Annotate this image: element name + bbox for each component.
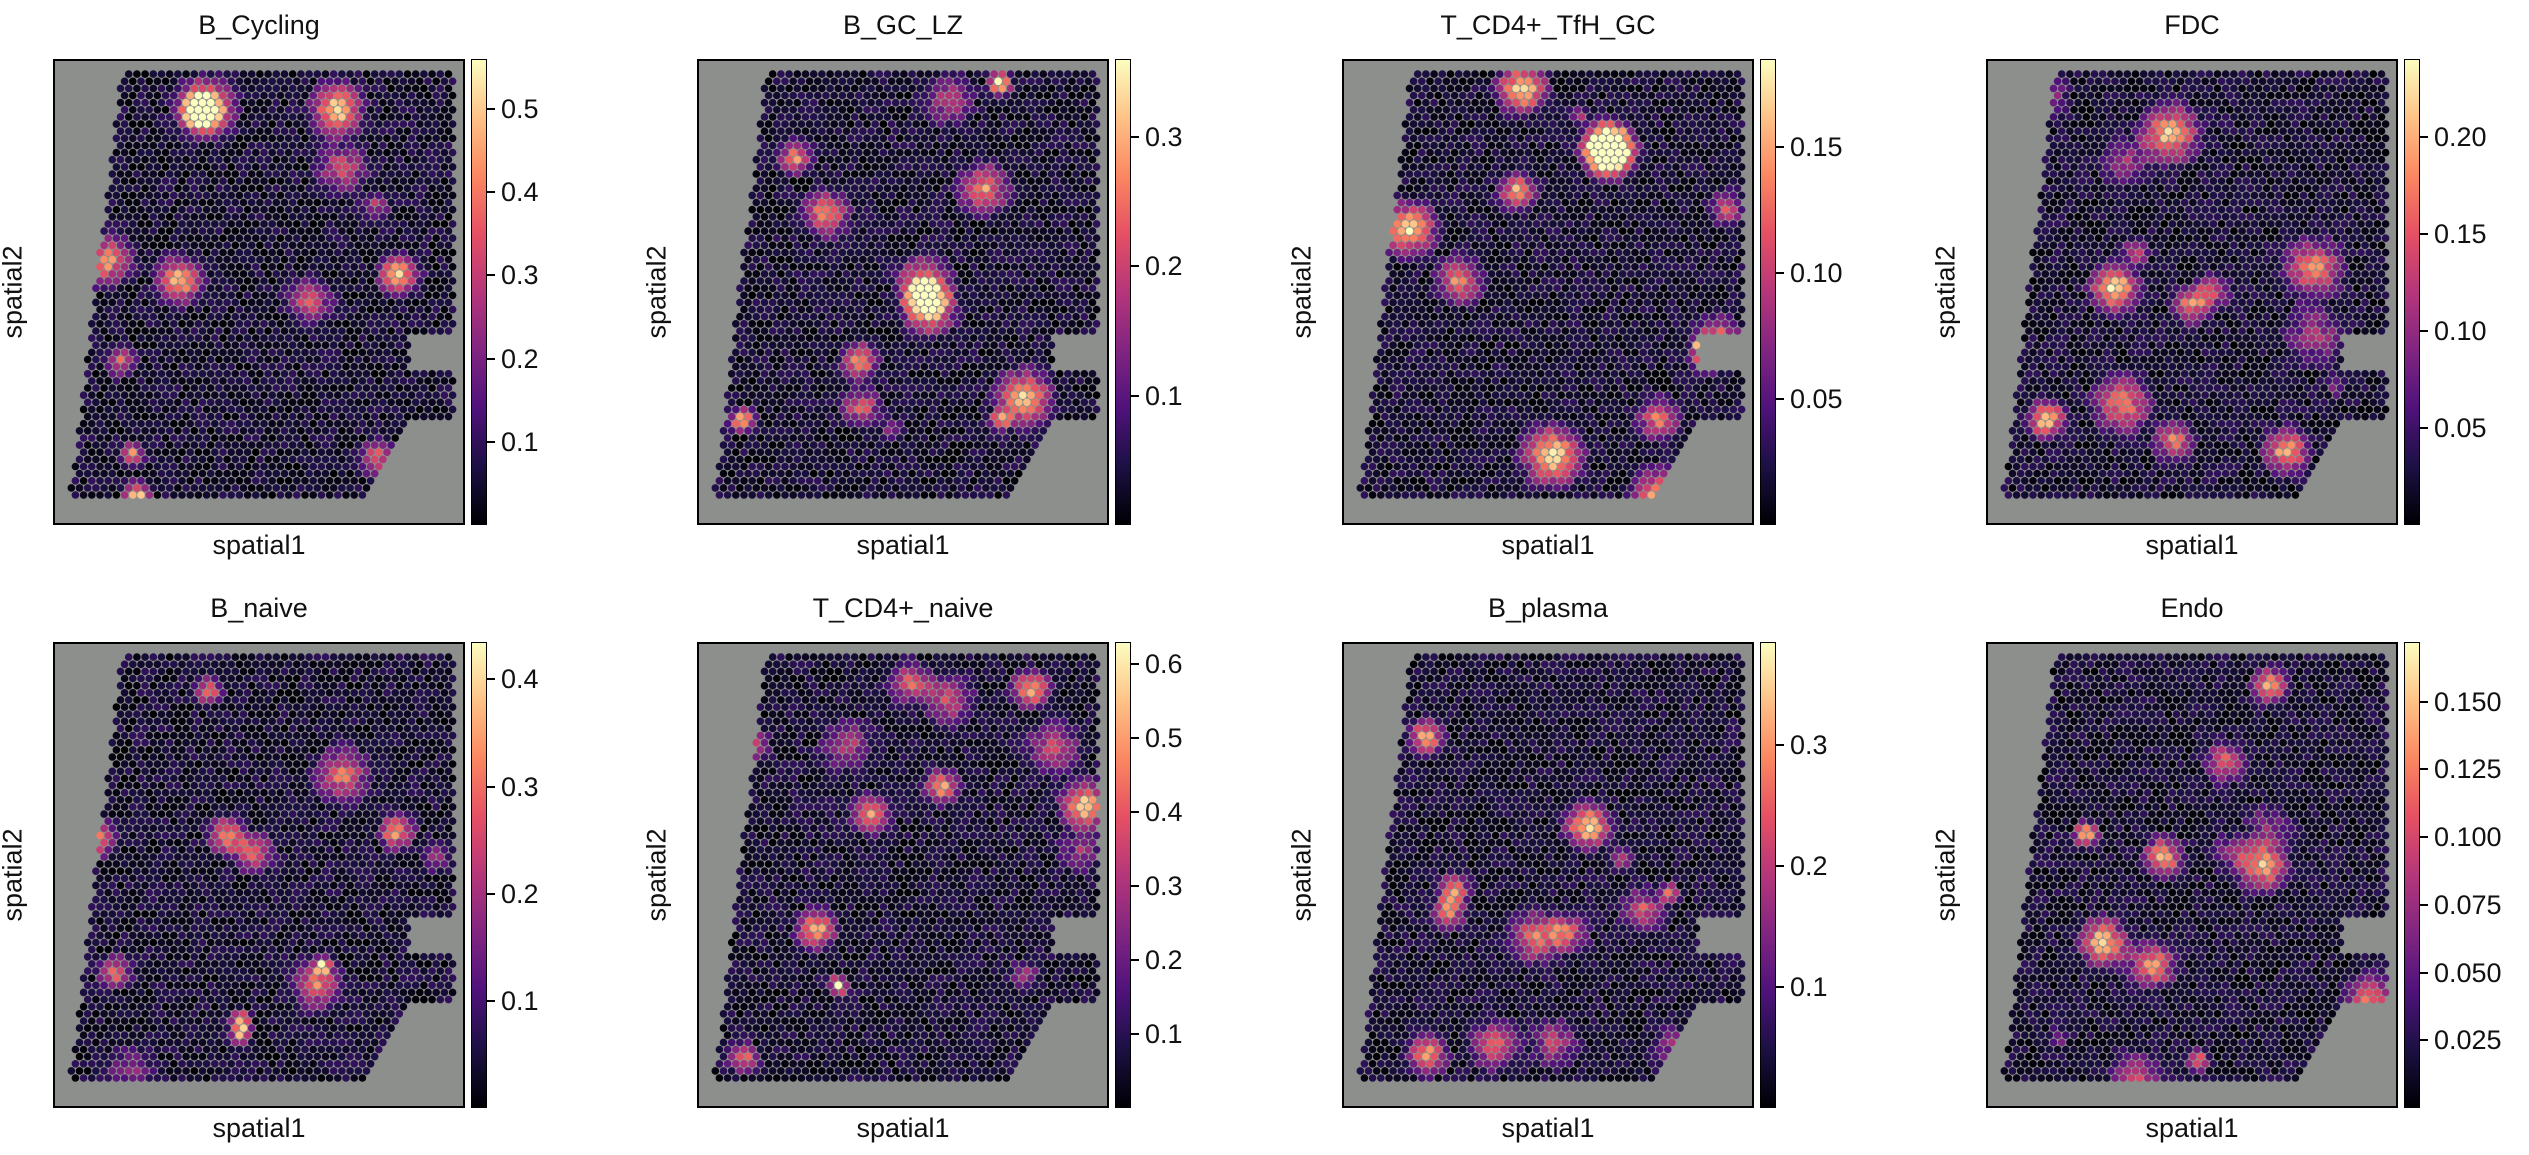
- colorbar-tick-label: 0.3: [501, 771, 539, 803]
- spot-map: [55, 644, 463, 1106]
- colorbar-tick-label: 0.10: [1790, 257, 1843, 289]
- colorbar-tick-label: 0.150: [2434, 686, 2502, 718]
- spatial-plot: [1342, 59, 1754, 525]
- colorbar-tick-label: 0.3: [501, 259, 539, 291]
- colorbar-tick-label: 0.2: [1790, 850, 1828, 882]
- spots: [711, 70, 1101, 499]
- colorbar-tick-label: 0.5: [501, 93, 539, 125]
- colorbar-tick-label: 0.1: [1145, 1018, 1183, 1050]
- spot-map: [55, 61, 463, 523]
- x-axis-label: spatial1: [1342, 530, 1754, 561]
- spatial-plot: [1342, 642, 1754, 1108]
- panel-title: T_CD4+_naive: [697, 593, 1109, 624]
- spatial-plot: [53, 59, 465, 525]
- colorbar-tick-label: 0.5: [1145, 722, 1183, 754]
- x-axis-label: spatial1: [1986, 530, 2398, 561]
- panel-title: B_plasma: [1342, 593, 1754, 624]
- colorbar: [471, 59, 487, 525]
- colorbar-ticks: 0.1 0.2 0.3 0.4 0.5: [487, 59, 647, 525]
- colorbar-tick-label: 0.1: [501, 985, 539, 1017]
- x-axis-label: spatial1: [53, 1113, 465, 1144]
- colorbar-tick-label: 0.3: [1790, 729, 1828, 761]
- x-axis-label: spatial1: [53, 530, 465, 561]
- colorbar-tick-label: 0.4: [1145, 796, 1183, 828]
- colorbar-tick-label: 0.125: [2434, 753, 2502, 785]
- colorbar-tick-label: 0.15: [1790, 131, 1843, 163]
- colorbar: [1760, 59, 1776, 525]
- x-axis-label: spatial1: [1342, 1113, 1754, 1144]
- colorbar-tick-label: 0.025: [2434, 1024, 2502, 1056]
- spots: [1356, 653, 1746, 1082]
- colorbar-tick-label: 0.075: [2434, 889, 2502, 921]
- colorbar-ticks: 0.1 0.2 0.3: [1131, 59, 1291, 525]
- colorbar: [471, 642, 487, 1108]
- spatial-plot: [697, 642, 1109, 1108]
- colorbar: [1115, 59, 1131, 525]
- spots: [1356, 70, 1746, 499]
- colorbar: [1760, 642, 1776, 1108]
- colorbar-ticks: 0.05 0.10 0.15 0.20: [2420, 59, 2529, 525]
- colorbar-tick-label: 0.1: [1790, 971, 1828, 1003]
- colorbar-tick-label: 0.1: [1145, 380, 1183, 412]
- spot-map: [699, 61, 1107, 523]
- colorbar-tick-label: 0.050: [2434, 957, 2502, 989]
- colorbar-tick-label: 0.3: [1145, 121, 1183, 153]
- x-axis-label: spatial1: [1986, 1113, 2398, 1144]
- spatial-plot: [697, 59, 1109, 525]
- colorbar-tick-label: 0.05: [1790, 383, 1843, 415]
- colorbar-tick-label: 0.100: [2434, 821, 2502, 853]
- spots: [2000, 653, 2390, 1082]
- colorbar-ticks: 0.025 0.050 0.075 0.100 0.125 0.150: [2420, 642, 2529, 1108]
- spatial-plot: [1986, 59, 2398, 525]
- colorbar-tick-label: 0.1: [501, 426, 539, 458]
- colorbar-ticks: 0.05 0.10 0.15: [1776, 59, 1936, 525]
- spot-map: [1988, 644, 2396, 1106]
- colorbar: [1115, 642, 1131, 1108]
- colorbar-tick-label: 0.05: [2434, 412, 2487, 444]
- panel-title: B_GC_LZ: [697, 10, 1109, 41]
- spots: [2000, 70, 2390, 499]
- colorbar-tick-label: 0.2: [501, 343, 539, 375]
- spots: [67, 653, 457, 1082]
- panel-title: B_Cycling: [53, 10, 465, 41]
- spots: [711, 653, 1101, 1082]
- panel-title: FDC: [1986, 10, 2398, 41]
- colorbar-tick-label: 0.2: [1145, 250, 1183, 282]
- spatial-plot: [53, 642, 465, 1108]
- colorbar-ticks: 0.1 0.2 0.3 0.4: [487, 642, 647, 1108]
- colorbar-tick-label: 0.2: [1145, 944, 1183, 976]
- spatial-plot: [1986, 642, 2398, 1108]
- colorbar: [2404, 642, 2420, 1108]
- x-axis-label: spatial1: [697, 1113, 1109, 1144]
- colorbar-tick-label: 0.6: [1145, 648, 1183, 680]
- colorbar-tick-label: 0.2: [501, 878, 539, 910]
- colorbar-tick-label: 0.15: [2434, 218, 2487, 250]
- x-axis-label: spatial1: [697, 530, 1109, 561]
- spot-map: [1988, 61, 2396, 523]
- colorbar: [2404, 59, 2420, 525]
- colorbar-tick-label: 0.20: [2434, 121, 2487, 153]
- panel-title: Endo: [1986, 593, 2398, 624]
- colorbar-tick-label: 0.4: [501, 663, 539, 695]
- colorbar-ticks: 0.1 0.2 0.3: [1776, 642, 1936, 1108]
- colorbar-ticks: 0.1 0.2 0.3 0.4 0.5 0.6: [1131, 642, 1291, 1108]
- colorbar-tick-label: 0.3: [1145, 870, 1183, 902]
- spot-map: [1344, 644, 1752, 1106]
- panel-title: T_CD4+_TfH_GC: [1342, 10, 1754, 41]
- spots: [67, 70, 457, 499]
- spot-map: [699, 644, 1107, 1106]
- panel-title: B_naive: [53, 593, 465, 624]
- spot-map: [1344, 61, 1752, 523]
- colorbar-tick-label: 0.10: [2434, 315, 2487, 347]
- colorbar-tick-label: 0.4: [501, 176, 539, 208]
